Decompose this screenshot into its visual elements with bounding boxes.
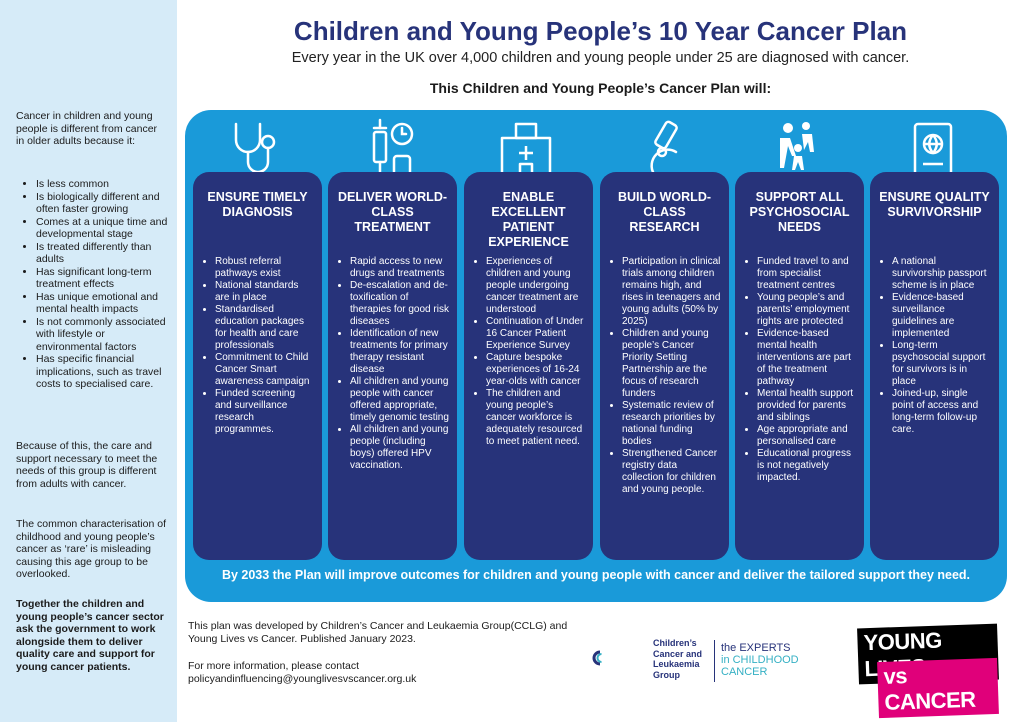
pillar-world-class-research: BUILD WORLD-CLASS RESEARCH Participation… (600, 172, 729, 560)
pillar-item: A national survivorship passport scheme … (892, 256, 991, 292)
bottom-statement: By 2033 the Plan will improve outcomes f… (221, 568, 971, 582)
young-lives-vs-cancer-logo: YOUNG LIVES vs CANCER (857, 623, 999, 719)
pillar-item: Educational progress is not negatively i… (757, 448, 856, 484)
cclg-name: Children’s Cancer and Leukaemia Group (653, 638, 723, 680)
sidebar-bullet: Is less common (36, 178, 168, 191)
pillar-item: Identification of new treatments for pri… (350, 328, 449, 376)
sidebar-bullet: Is biologically different and often fast… (36, 191, 168, 216)
plan-will-heading: This Children and Young People’s Cancer … (429, 80, 772, 96)
pillar-item: All children and young people with cance… (350, 376, 449, 424)
contact-line: For more information, please contact (188, 660, 359, 672)
sidebar-panel: Cancer in children and young people is d… (0, 0, 177, 722)
pillar-item: Continuation of Under 16 Cancer Patient … (486, 316, 585, 352)
pillar-item: Funded screening and surveillance resear… (215, 388, 314, 436)
experts-line: the EXPERTS (721, 642, 791, 654)
pillar-item: Children and young people’s Cancer Prior… (622, 328, 721, 400)
pillar-heading: ENSURE TIMELY DIAGNOSIS (207, 190, 308, 219)
sidebar-bullet: Is not commonly associated with lifestyl… (36, 316, 168, 354)
sidebar-bullet: Is treated differently than adults (36, 241, 168, 266)
pillar-item: All children and young people (including… (350, 424, 449, 472)
pillar-timely-diagnosis: ENSURE TIMELY DIAGNOSIS Robust referral … (193, 172, 322, 560)
ylvc-line-2: vs CANCER (877, 657, 999, 719)
pillar-item: The children and young people’s cancer w… (486, 388, 585, 448)
syringe-clock-icon (360, 118, 420, 182)
cclg-name-line: Leukaemia (653, 659, 700, 669)
pillar-items: Experiences of children and young people… (472, 256, 585, 448)
credit-text: This plan was developed by Children’s Ca… (188, 620, 568, 645)
logo-divider (714, 640, 715, 682)
experts-line: CANCER (721, 666, 768, 678)
pillar-item: De-escalation and de-toxification of the… (350, 280, 449, 328)
pillar-heading: ENSURE QUALITY SURVIVORSHIP (879, 190, 990, 219)
pillar-item: Evidence-based mental health interventio… (757, 328, 856, 388)
pillar-items: Rapid access to new drugs and treatments… (336, 256, 449, 472)
pillar-item: Standardised education packages for heal… (215, 304, 314, 352)
sidebar-bullet: Has specific financial implications, suc… (36, 353, 168, 391)
pillar-world-class-treatment: DELIVER WORLD-CLASS TREATMENT Rapid acce… (328, 172, 457, 560)
pillar-item: Robust referral pathways exist (215, 256, 314, 280)
pillar-items: Funded travel to and from specialist tre… (743, 256, 856, 484)
pillar-quality-survivorship: ENSURE QUALITY SURVIVORSHIP A national s… (870, 172, 999, 560)
sidebar-bullet: Has significant long-term treatment effe… (36, 266, 168, 291)
pillar-item: Participation in clinical trials among c… (622, 256, 721, 328)
pillar-items: A national survivorship passport scheme … (878, 256, 991, 436)
pillar-item: Long-term psychosocial support for survi… (892, 340, 991, 388)
contact-email-link[interactable]: policyandinfluencing@younglivesvscancer.… (188, 673, 417, 685)
pillar-item: Joined-up, single point of access and lo… (892, 388, 991, 436)
experts-line: in CHILDHOOD (721, 654, 799, 666)
pillar-psychosocial-needs: SUPPORT ALL PSYCHOSOCIAL NEEDS Funded tr… (735, 172, 864, 560)
pillar-item: Age appropriate and personalised care (757, 424, 856, 448)
pillar-items: Participation in clinical trials among c… (608, 256, 721, 496)
pillar-item: Evidence-based surveillance guidelines a… (892, 292, 991, 340)
sidebar-bullet: Comes at a unique time and developmental… (36, 216, 168, 241)
page-title: Children and Young People’s 10 Year Canc… (293, 16, 908, 46)
pillar-item: Commitment to Child Cancer Smart awarene… (215, 352, 314, 388)
pillar-item: Funded travel to and from specialist tre… (757, 256, 856, 292)
cclg-name-line: Cancer and (653, 648, 703, 659)
sidebar-paragraph-ask: Together the children and young people’s… (16, 598, 164, 673)
sidebar-intro: Cancer in children and young people is d… (16, 110, 158, 147)
pillar-item: Strengthened Cancer registry data collec… (622, 448, 721, 496)
pillar-item: National standards are in place (215, 280, 314, 304)
pillar-heading: SUPPORT ALL PSYCHOSOCIAL NEEDS (749, 190, 850, 234)
pillar-item: Capture bespoke experiences of 16-24 yea… (486, 352, 585, 388)
cclg-name-line: Children’s (653, 638, 697, 648)
pillar-items: Robust referral pathways exist National … (201, 256, 314, 436)
pillar-item: Systematic review of research priorities… (622, 400, 721, 448)
family-icon (768, 118, 828, 182)
contact-block: For more information, please contact pol… (188, 660, 568, 686)
sidebar-bullet-list: Is less common Is biologically different… (16, 178, 168, 391)
sidebar-paragraph-care: Because of this, the care and support ne… (16, 440, 158, 490)
pillar-item: Mental health support provided for paren… (757, 388, 856, 424)
pillar-item: Experiences of children and young people… (486, 256, 585, 316)
page-subtitle: Every year in the UK over 4,000 children… (291, 50, 910, 66)
pillar-item: Rapid access to new drugs and treatments (350, 256, 449, 280)
sidebar-bullet: Has unique emotional and mental health i… (36, 291, 168, 316)
pillar-heading: ENABLE EXCELLENT PATIENT EXPERIENCE (488, 190, 569, 249)
experts-tagline: the EXPERTS in CHILDHOOD CANCER (721, 642, 841, 678)
pillar-item: Young people’s and parents’ employment r… (757, 292, 856, 328)
sidebar-paragraph-rare: The common characterisation of childhood… (16, 518, 166, 580)
cclg-name-line: Group (653, 669, 680, 680)
cclg-logo-icon (592, 650, 602, 666)
pillar-heading: BUILD WORLD-CLASS RESEARCH (617, 190, 712, 234)
pillar-heading: DELIVER WORLD-CLASS TREATMENT (337, 190, 448, 234)
pillar-patient-experience: ENABLE EXCELLENT PATIENT EXPERIENCE Expe… (464, 172, 593, 560)
